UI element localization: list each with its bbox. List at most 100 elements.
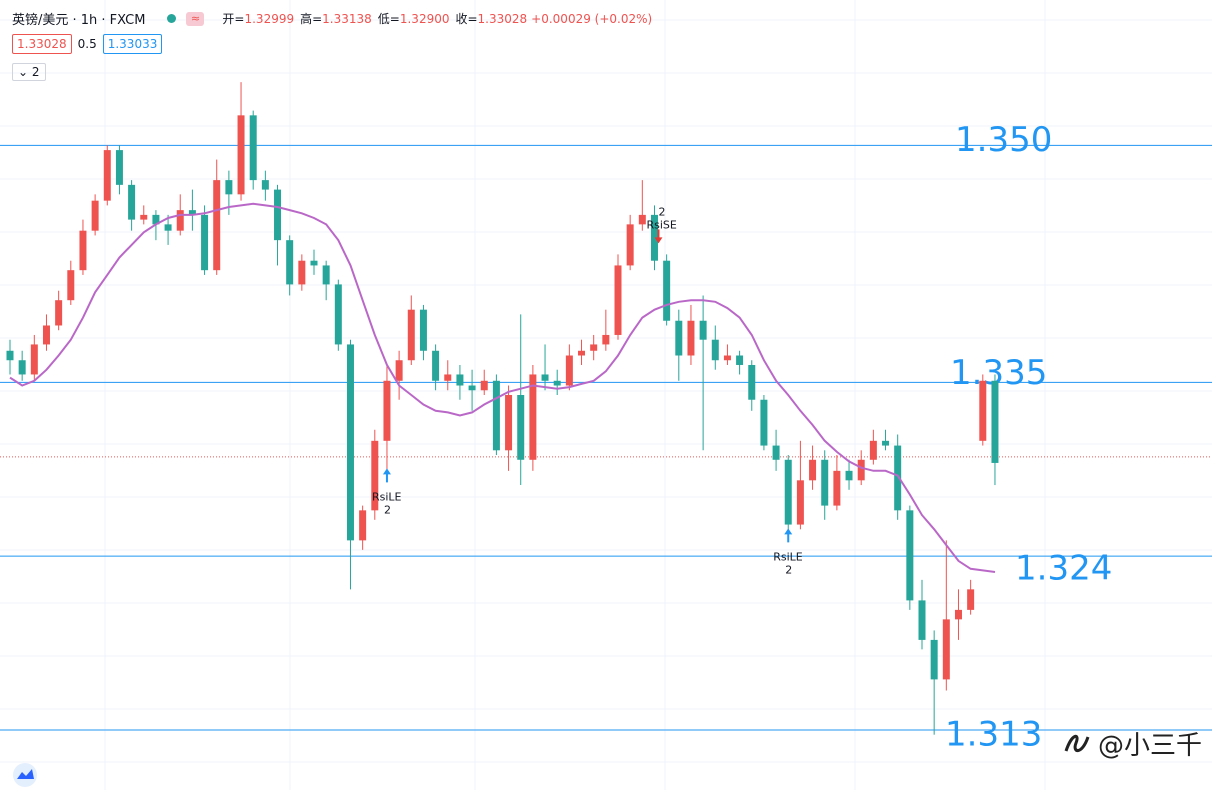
candle-body [91, 200, 99, 231]
ohlc-label: 高= [300, 12, 323, 26]
candle-body [833, 470, 841, 506]
candle-body [419, 309, 427, 351]
change: +0.00029 (+0.02%) [531, 11, 653, 26]
candle-body [991, 380, 999, 463]
candle-body [322, 265, 330, 285]
ohlc-value: 1.33138 [322, 12, 372, 26]
signal-arrow [784, 528, 793, 543]
candle-body [967, 589, 975, 610]
candle-body [906, 510, 914, 601]
candle-body [140, 214, 148, 220]
moving-average [9, 202, 996, 573]
candle-body [249, 115, 257, 181]
candle-body [395, 360, 403, 381]
indicator-toggle[interactable]: ⌄ 2 [12, 63, 46, 81]
ohlc-value: 1.32999 [244, 12, 295, 26]
candle-body [128, 184, 136, 220]
candle-body [845, 470, 853, 481]
candle-body [42, 325, 50, 345]
candle-body [663, 260, 671, 321]
candle-body [444, 374, 452, 381]
candle-body [894, 445, 902, 511]
status-icon: ≈ [186, 11, 205, 26]
candle-body [286, 240, 294, 285]
watermark: @小三千 [1062, 725, 1202, 762]
candle-body [346, 344, 354, 541]
candle-body [687, 320, 695, 356]
signal-name: RsiSE [646, 218, 676, 231]
candle-body [723, 355, 731, 361]
candle-body [359, 510, 367, 541]
watermark-logo [1064, 734, 1090, 752]
candle-body [930, 639, 938, 680]
trade-buttons: 1.33028 0.5 1.33033 [12, 34, 163, 54]
candle-body [261, 180, 269, 190]
spread: 0.5 [77, 37, 97, 51]
candle-body [492, 380, 500, 451]
level-label: 1.350 [955, 120, 1052, 160]
level-label: 1.324 [1015, 549, 1112, 589]
ohlc-label: 低= [377, 12, 400, 26]
candle-body [468, 385, 476, 391]
candle-body [103, 150, 111, 201]
candle-body [590, 344, 598, 351]
candle-body [432, 350, 440, 381]
candle-body [626, 224, 634, 266]
ohlc: 开=1.32999 高=1.33138 低=1.32900 收=1.33028 [216, 10, 527, 27]
watermark-text: @小三千 [1097, 731, 1202, 761]
candle-body [760, 399, 768, 446]
candle-body [736, 355, 744, 365]
candle-body [578, 350, 586, 356]
candle-body [237, 115, 245, 195]
candle-body [954, 609, 962, 620]
candle-body [456, 374, 464, 386]
candle-body [18, 360, 26, 375]
candle-body [225, 180, 233, 195]
signal-name: RsiLE [372, 490, 402, 503]
symbol: 英镑/美元 · 1h · FXCM [12, 13, 146, 28]
sell-button[interactable]: 1.33028 [12, 34, 72, 54]
candle-body [614, 265, 622, 335]
candle-body [979, 380, 987, 441]
buy-button[interactable]: 1.33033 [102, 34, 163, 54]
candle-body [407, 309, 415, 361]
level-label: 1.313 [945, 714, 1042, 754]
candle-body [505, 395, 513, 451]
signal-qty: 2 [384, 503, 391, 516]
candle-body [821, 459, 829, 506]
candle-body [565, 355, 573, 386]
candle-body [638, 214, 646, 225]
signal-qty: 2 [785, 563, 792, 576]
candle-body [383, 380, 391, 441]
logo [13, 763, 37, 787]
ohlc-label: 收= [455, 12, 478, 26]
candle-body [334, 284, 342, 345]
header: 英镑/美元 · 1h · FXCM ≈ 开=1.32999 高=1.33138 低=… [12, 9, 652, 28]
candle-body [699, 320, 707, 340]
candle-body [772, 445, 780, 460]
candle-body [480, 380, 488, 391]
candle-body [176, 210, 184, 231]
candle-body [541, 374, 549, 381]
candle-body [942, 619, 950, 680]
candle-body [918, 600, 926, 640]
signal-arrow [382, 468, 391, 483]
candle-body [517, 395, 525, 460]
candle-body [79, 230, 87, 271]
candle-body [796, 480, 804, 525]
candle-body [857, 459, 865, 481]
candle-body [809, 459, 817, 481]
candle-body [164, 224, 172, 231]
candle-body [188, 210, 196, 215]
candle-body [67, 270, 75, 301]
candle-body [6, 350, 14, 361]
ohlc-value: 1.32900 [399, 12, 450, 26]
candle-body [650, 214, 658, 261]
candle-body [274, 189, 282, 241]
ohlc-label: 开= [222, 12, 245, 26]
signal-qty: 2 [658, 205, 665, 218]
candle-body [675, 320, 683, 356]
candle-body [152, 214, 160, 225]
candle-body [201, 214, 209, 271]
